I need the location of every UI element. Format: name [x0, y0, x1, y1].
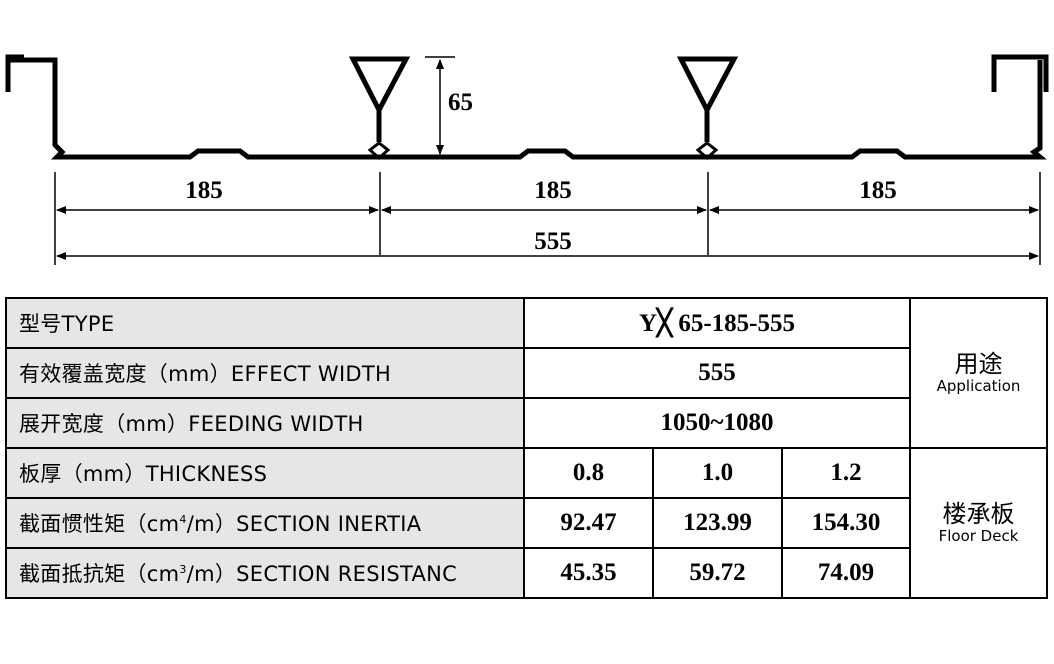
- resistance-value-2: 59.72: [652, 547, 783, 599]
- deck-profile-drawing: 65 185 185 185 555: [5, 54, 1049, 265]
- application-cell: 用途 Application: [909, 297, 1048, 449]
- row-type: 型号TYPE Y╳ 65-185-555 用途 Application: [5, 297, 1048, 449]
- resistance-value-1: 45.35: [523, 547, 654, 599]
- middle-pan: [390, 148, 700, 160]
- spec-table: 型号TYPE Y╳ 65-185-555 用途 Application 有效覆盖…: [5, 297, 1048, 599]
- span-label-3: 185: [859, 177, 897, 204]
- inertia-value-2: 123.99: [652, 497, 783, 549]
- extension-lines: [54, 172, 1041, 265]
- height-label: 65: [448, 89, 473, 116]
- row-section-resistance: 截面抵抗矩（cm3/m）SECTION RESISTANC 45.35 59.7…: [5, 547, 1047, 599]
- inertia-value-3: 154.30: [781, 497, 911, 549]
- type-label: 型号TYPE: [5, 297, 525, 349]
- usage-en: Floor Deck: [938, 527, 1019, 545]
- row-feeding-width: 展开宽度（mm）FEEDING WIDTH 1050~1080: [5, 397, 1047, 449]
- inertia-value-1: 92.47: [523, 497, 654, 549]
- thickness-value-1: 0.8: [523, 447, 654, 499]
- rib-2: [676, 56, 739, 161]
- span-dimensions: [56, 206, 1039, 260]
- inertia-label: 截面惯性矩（cm4/m）SECTION INERTIA: [5, 497, 525, 549]
- effect-width-label: 有效覆盖宽度（mm）EFFECT WIDTH: [5, 347, 525, 399]
- effect-width-value: 555: [523, 347, 911, 399]
- thickness-value-3: 1.2: [781, 447, 911, 499]
- usage-cn: 楼承板: [942, 500, 1015, 528]
- right-edge-profile: [720, 54, 1049, 160]
- thickness-label: 板厚（mm）THICKNESS: [5, 447, 525, 499]
- type-value: Y╳ 65-185-555: [523, 297, 911, 349]
- total-width-label: 555: [534, 228, 572, 255]
- deck-profile: [5, 54, 1049, 160]
- usage-cell: 楼承板 Floor Deck: [909, 447, 1048, 599]
- height-dimension: [425, 56, 455, 155]
- resistance-value-3: 74.09: [781, 547, 911, 599]
- span-label-1: 185: [185, 177, 223, 204]
- thickness-value-2: 1.0: [652, 447, 783, 499]
- left-edge-profile: [5, 54, 370, 160]
- row-section-inertia: 截面惯性矩（cm4/m）SECTION INERTIA 92.47 123.99…: [5, 497, 1047, 549]
- feeding-width-value: 1050~1080: [523, 397, 911, 449]
- resistance-label: 截面抵抗矩（cm3/m）SECTION RESISTANC: [5, 547, 525, 599]
- rib-1: [348, 56, 411, 161]
- span-label-2: 185: [534, 177, 572, 204]
- application-en: Application: [936, 377, 1021, 395]
- row-effect-width: 有效覆盖宽度（mm）EFFECT WIDTH 555: [5, 347, 1047, 399]
- feeding-width-label: 展开宽度（mm）FEEDING WIDTH: [5, 397, 525, 449]
- row-thickness: 板厚（mm）THICKNESS 0.8 1.0 1.2 楼承板 Floor De…: [5, 447, 1048, 599]
- application-cn: 用途: [954, 350, 1003, 378]
